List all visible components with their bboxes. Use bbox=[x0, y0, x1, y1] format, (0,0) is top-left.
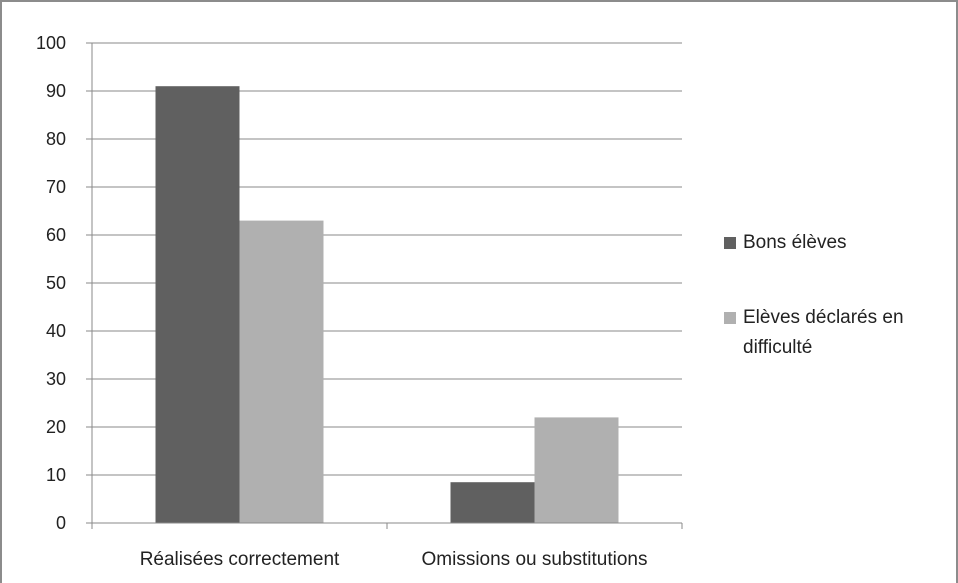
y-tick-label: 50 bbox=[46, 273, 66, 293]
legend-swatch bbox=[724, 312, 736, 324]
bars bbox=[155, 86, 619, 523]
legend-label: Bons élèves bbox=[743, 232, 847, 253]
x-category-label: Omissions ou substitutions bbox=[422, 549, 648, 570]
y-tick-label: 100 bbox=[36, 33, 66, 53]
y-tick-label: 30 bbox=[46, 369, 66, 389]
bar-eleves-en-difficulte bbox=[534, 417, 619, 523]
y-tick-label: 70 bbox=[46, 177, 66, 197]
y-axis-tick-labels: 0 10 20 30 40 50 60 70 80 90 100 bbox=[36, 33, 66, 533]
y-tick-label: 60 bbox=[46, 225, 66, 245]
legend: Bons élèves Elèves déclarés en difficulté bbox=[724, 232, 904, 358]
y-tick-label: 20 bbox=[46, 417, 66, 437]
y-tick-label: 80 bbox=[46, 129, 66, 149]
axes bbox=[86, 43, 683, 529]
y-tick-label: 90 bbox=[46, 81, 66, 101]
x-axis-category-labels: Réalisées correctement Omissions ou subst… bbox=[140, 549, 648, 570]
bar-bons-eleves bbox=[155, 86, 240, 523]
bar-bons-eleves bbox=[450, 482, 535, 523]
y-tick-label: 10 bbox=[46, 465, 66, 485]
x-category-label: Réalisées correctement bbox=[140, 549, 340, 570]
y-tick-label: 40 bbox=[46, 321, 66, 341]
y-tick-label: 0 bbox=[56, 513, 66, 533]
legend-swatch bbox=[724, 237, 736, 249]
bar-eleves-en-difficulte bbox=[239, 220, 324, 523]
legend-label: Elèves déclarés en difficulté bbox=[743, 307, 904, 358]
